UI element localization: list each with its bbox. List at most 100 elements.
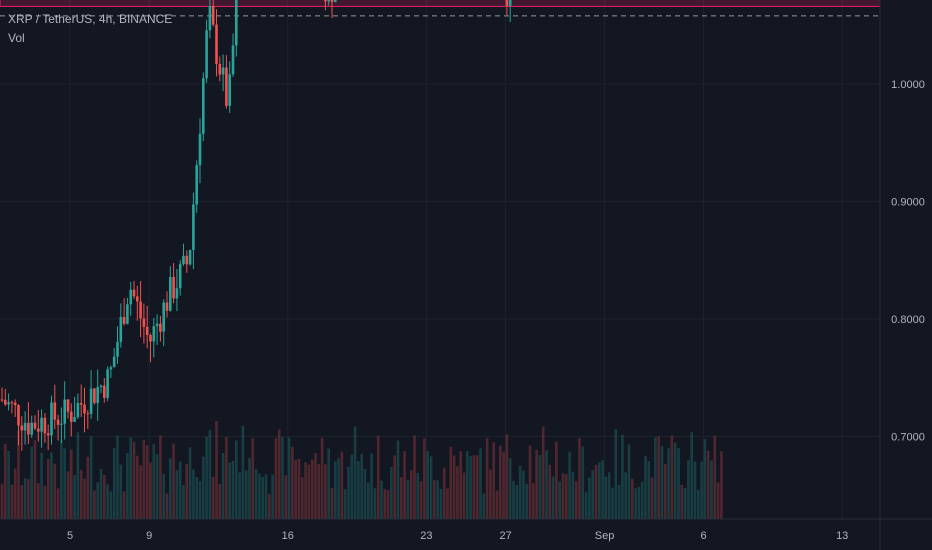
candle-body[interactable] [175, 288, 179, 299]
candle-body[interactable] [327, 0, 330, 2]
candle-body[interactable] [10, 402, 14, 404]
candle-body[interactable] [182, 255, 185, 264]
volume-bar [106, 484, 109, 519]
candle-body[interactable] [17, 405, 20, 426]
candle-body[interactable] [106, 369, 109, 398]
candle-body[interactable] [155, 323, 159, 327]
candle-body[interactable] [30, 422, 33, 435]
volume-bar [469, 456, 472, 519]
candle-body[interactable] [202, 78, 205, 134]
volume-bar [449, 446, 453, 519]
candle-body[interactable] [20, 425, 24, 431]
candle-body[interactable] [37, 428, 40, 432]
volume-bar [20, 485, 24, 519]
candle-body[interactable] [4, 399, 7, 405]
candle-body[interactable] [188, 250, 192, 265]
candle-body[interactable] [208, 6, 212, 31]
candle-body[interactable] [50, 402, 53, 436]
candle-body[interactable] [145, 326, 149, 335]
candle-body[interactable] [86, 413, 90, 415]
volume-bar [218, 483, 222, 519]
candle-body[interactable] [126, 304, 129, 324]
candle-body[interactable] [89, 388, 93, 414]
volume-bar [198, 481, 202, 519]
candle-body[interactable] [103, 385, 106, 398]
candle-body[interactable] [56, 419, 60, 425]
candle-body[interactable] [96, 387, 99, 403]
candle-body[interactable] [172, 276, 175, 299]
levels-and-zones[interactable]: 1(1.3321)4.236(1.3134) [0, 0, 881, 17]
candles[interactable] [0, 0, 727, 451]
candle-body[interactable] [142, 318, 146, 327]
candle-body[interactable] [195, 165, 198, 205]
candle-body[interactable] [116, 341, 119, 357]
candle-body[interactable] [132, 289, 136, 297]
axes[interactable]: 0.70000.80000.90001.00001.10001.20001.30… [67, 0, 930, 542]
candle-body[interactable] [330, 0, 334, 3]
candle-body[interactable] [152, 326, 156, 342]
candle-body[interactable] [192, 204, 195, 251]
candle-body[interactable] [231, 45, 235, 75]
candle-body[interactable] [83, 404, 86, 414]
candle-body[interactable] [221, 67, 225, 75]
volume-bar [116, 435, 119, 519]
volume-label[interactable]: Vol [8, 31, 25, 45]
candle-body[interactable] [235, 0, 238, 46]
volume-bar [350, 454, 354, 519]
candle-body[interactable] [119, 316, 123, 342]
candle-body[interactable] [13, 402, 17, 406]
candle-body[interactable] [33, 422, 37, 429]
candle-body[interactable] [218, 63, 222, 75]
candle-body[interactable] [66, 399, 70, 412]
candle-body[interactable] [228, 74, 231, 106]
candle-body[interactable] [73, 417, 76, 422]
candle-body[interactable] [109, 367, 113, 370]
candle-body[interactable] [99, 385, 103, 388]
candle-body[interactable] [198, 133, 202, 166]
candle-body[interactable] [112, 356, 116, 368]
candle-body[interactable] [139, 301, 142, 319]
candle-body[interactable] [215, 24, 218, 64]
candle-body[interactable] [165, 302, 169, 311]
volume-bar [370, 453, 373, 519]
candle-body[interactable] [178, 263, 182, 289]
volume-bars [0, 421, 723, 519]
candle-body[interactable] [27, 422, 30, 435]
volume-bar [159, 435, 162, 519]
volume-bar [634, 488, 637, 519]
candle-body[interactable] [129, 289, 132, 305]
candle-body[interactable] [225, 67, 228, 106]
candle-body[interactable] [7, 402, 10, 405]
candle-body[interactable] [93, 388, 96, 403]
candle-body[interactable] [122, 316, 126, 324]
volume-bar [152, 444, 156, 519]
candle-body[interactable] [185, 255, 189, 265]
candle-body[interactable] [0, 399, 4, 401]
candle-body[interactable] [211, 6, 215, 25]
symbol-title[interactable]: XRP / TetherUS, 4h, BINANCE [8, 12, 173, 26]
candle-body[interactable] [205, 30, 208, 79]
candle-body[interactable] [136, 296, 139, 302]
candle-body[interactable] [60, 423, 63, 425]
candle-body[interactable] [79, 402, 83, 405]
candle-body[interactable] [76, 402, 80, 418]
volume-bar [205, 436, 208, 519]
candle-body[interactable] [70, 411, 73, 422]
candle-body[interactable] [508, 0, 512, 6]
candle-body[interactable] [162, 302, 165, 332]
candle-body[interactable] [505, 0, 509, 6]
candle-body[interactable] [63, 399, 66, 424]
volume-bar [413, 435, 416, 519]
candle-body[interactable] [324, 0, 327, 2]
candle-body[interactable] [53, 402, 57, 420]
candle-body[interactable] [149, 334, 152, 342]
support-zone[interactable] [0, 0, 881, 7]
candle-body[interactable] [159, 323, 162, 332]
candle-body[interactable] [43, 417, 47, 434]
candle-body[interactable] [40, 417, 43, 432]
candle-body[interactable] [23, 422, 27, 431]
candle-body[interactable] [46, 433, 50, 436]
candle-body[interactable] [169, 276, 172, 311]
candle-body[interactable] [334, 0, 337, 3]
